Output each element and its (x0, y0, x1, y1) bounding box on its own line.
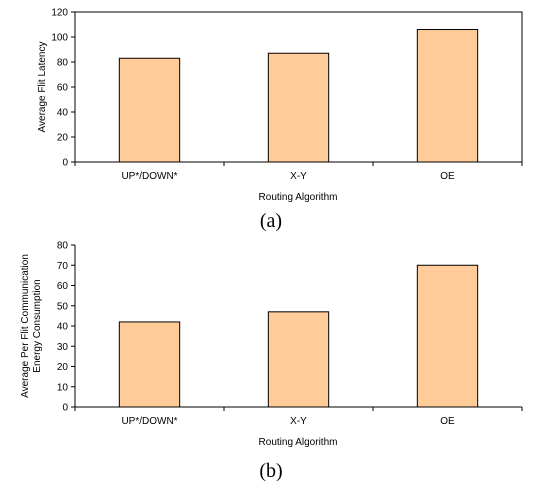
chart-a: 0 20 40 60 80 100 120 UP*/DOWN* X-Y OE Routing A… (37, 8, 523, 232)
chart-b-bars (118, 264, 479, 408)
a-y-tick-label: 80 (57, 58, 69, 69)
a-x-tick-label: X-Y (290, 171, 307, 182)
chart-a-y-axis-label: Average Flit Latency (37, 42, 48, 133)
b-y-tick-label: 60 (57, 281, 69, 292)
chart-b: 0 10 20 30 40 50 60 70 80 UP*/DOWN* X-Y OE Routing… (20, 241, 523, 482)
b-bar (267, 311, 330, 408)
a-bar (118, 57, 181, 163)
b-bar (416, 264, 479, 408)
a-y-tick-label: 40 (57, 108, 69, 119)
a-bar (416, 29, 479, 163)
a-bar (267, 52, 330, 163)
chart-b-caption: (b) (259, 460, 282, 482)
b-y-tick-label: 80 (57, 241, 69, 252)
chart-b-x-ticks: UP*/DOWN* X-Y OE (74, 407, 523, 427)
b-y-tick-label: 70 (57, 261, 69, 272)
chart-b-y-axis-label-line-1: Average Per Flit Communication (20, 254, 31, 398)
b-x-tick-label: OE (440, 416, 455, 427)
b-y-tick-label: 40 (57, 322, 69, 333)
b-y-tick-label: 30 (57, 342, 69, 353)
chart-a-x-ticks: UP*/DOWN* X-Y OE (74, 162, 523, 182)
a-y-tick-label: 120 (51, 8, 68, 19)
b-x-tick-label: X-Y (290, 416, 307, 427)
chart-b-y-ticks: 0 10 20 30 40 50 60 70 80 (57, 241, 75, 414)
chart-a-bars (118, 29, 479, 163)
chart-a-caption: (a) (260, 210, 282, 232)
a-y-tick-label: 100 (51, 33, 68, 44)
a-y-tick-label: 0 (62, 158, 68, 169)
b-y-tick-label: 20 (57, 362, 69, 373)
a-y-tick-label: 60 (57, 83, 69, 94)
b-bar (118, 321, 181, 408)
b-y-tick-label: 10 (57, 382, 69, 393)
chart-b-y-axis-label-line-2: Energy Consumption (32, 279, 43, 372)
a-y-tick-label: 20 (57, 133, 69, 144)
chart-a-x-axis-label: Routing Algorithm (259, 192, 338, 203)
b-y-tick-label: 50 (57, 301, 69, 312)
a-x-tick-label: UP*/DOWN* (121, 171, 177, 182)
b-y-tick-label: 0 (62, 403, 68, 414)
b-x-tick-label: UP*/DOWN* (121, 416, 177, 427)
chart-b-x-axis-label: Routing Algorithm (259, 437, 338, 448)
a-x-tick-label: OE (440, 171, 455, 182)
chart-a-y-ticks: 0 20 40 60 80 100 120 (51, 8, 75, 169)
